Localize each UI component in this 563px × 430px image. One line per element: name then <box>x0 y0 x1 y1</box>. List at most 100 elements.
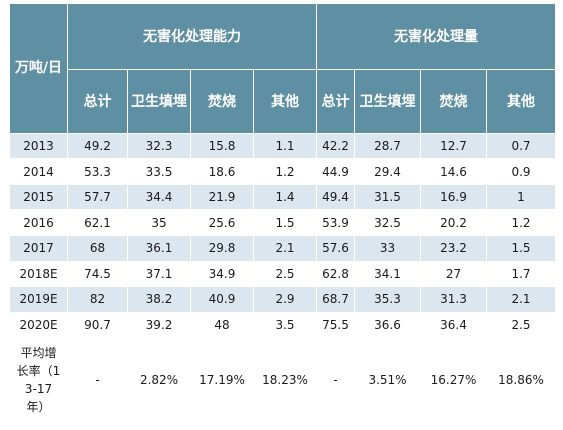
value-cell: 2.1 <box>253 234 317 262</box>
value-cell: 68.7 <box>316 286 355 313</box>
value-cell: 32.3 <box>127 132 191 160</box>
year-cell: 2020E <box>9 311 68 339</box>
year-cell: 2017 <box>9 234 68 262</box>
value-cell: 1.5 <box>486 234 556 262</box>
value-cell: 57.7 <box>67 183 128 211</box>
year-cell: 2014 <box>9 158 68 185</box>
average-growth-row: 平均增长率（13-17年） -2.82% 17.19% 18.23% -3.51% 16.… <box>9 337 556 423</box>
value-cell: 68 <box>67 234 128 262</box>
value-cell: 36.1 <box>127 234 191 262</box>
growth-rate-cell: 16.27% <box>420 337 487 423</box>
value-cell: 0.7 <box>486 132 556 160</box>
value-cell: 1.2 <box>486 209 556 236</box>
value-cell: 27 <box>420 260 487 288</box>
value-cell: 44.9 <box>316 158 355 185</box>
volume-group-header: 无害化处理量 <box>316 2 556 71</box>
table-row: 2019E 82 38.2 40.9 2.9 68.7 35.3 31.3 2.1 <box>9 286 556 313</box>
value-cell: 29.8 <box>190 234 254 262</box>
value-cell: 2.1 <box>486 286 556 313</box>
value-cell: 31.3 <box>420 286 487 313</box>
column-header: 其他 <box>253 69 317 134</box>
growth-rate-cell: 18.23% <box>253 337 317 423</box>
value-cell: 49.2 <box>67 132 128 160</box>
value-cell: 42.2 <box>316 132 355 160</box>
value-cell: 1.1 <box>253 132 317 160</box>
value-cell: 2.5 <box>253 260 317 288</box>
value-cell: 16.9 <box>420 183 487 211</box>
value-cell: 53.3 <box>67 158 128 185</box>
capacity-group-header: 无害化处理能力 <box>67 2 317 71</box>
value-cell: 23.2 <box>420 234 487 262</box>
value-cell: 39.2 <box>127 311 191 339</box>
year-cell: 2019E <box>9 286 68 313</box>
value-cell: 34.1 <box>354 260 421 288</box>
average-growth-label: 平均增长率（13-17年） <box>9 337 68 423</box>
value-cell: 21.9 <box>190 183 254 211</box>
column-header: 焚烧 <box>190 69 254 134</box>
value-cell: 75.5 <box>316 311 355 339</box>
value-cell: 82 <box>67 286 128 313</box>
column-header: 其他 <box>486 69 556 134</box>
growth-rate-cell: - <box>67 337 128 423</box>
table-row: 2018E 74.5 37.1 34.9 2.5 62.8 34.1 27 1.7 <box>9 260 556 288</box>
table-row: 2015 57.7 34.4 21.9 1.4 49.4 31.5 16.9 1 <box>9 183 556 211</box>
table-row: 2017 68 36.1 29.8 2.1 57.6 33 23.2 1.5 <box>9 234 556 262</box>
value-cell: 1.5 <box>253 209 317 236</box>
value-cell: 20.2 <box>420 209 487 236</box>
value-cell: 12.7 <box>420 132 487 160</box>
table-row: 2016 62.1 35 25.6 1.5 53.9 32.5 20.2 1.2 <box>9 209 556 236</box>
table-row: 2013 49.2 32.3 15.8 1.1 42.2 28.7 12.7 0.7 <box>9 132 556 160</box>
value-cell: 3.5 <box>253 311 317 339</box>
year-cell: 2013 <box>9 132 68 160</box>
growth-rate-cell: 17.19% <box>190 337 254 423</box>
value-cell: 40.9 <box>190 286 254 313</box>
value-cell: 36.6 <box>354 311 421 339</box>
growth-rate-cell: 18.86% <box>486 337 556 423</box>
value-cell: 62.1 <box>67 209 128 236</box>
growth-rate-cell: - <box>316 337 355 423</box>
value-cell: 1.4 <box>253 183 317 211</box>
value-cell: 90.7 <box>67 311 128 339</box>
value-cell: 28.7 <box>354 132 421 160</box>
value-cell: 37.1 <box>127 260 191 288</box>
table-row: 2014 53.3 33.5 18.6 1.2 44.9 29.4 14.6 0.9 <box>9 158 556 185</box>
value-cell: 35 <box>127 209 191 236</box>
value-cell: 1.7 <box>486 260 556 288</box>
value-cell: 57.6 <box>316 234 355 262</box>
value-cell: 29.4 <box>354 158 421 185</box>
column-header: 总计 <box>316 69 355 134</box>
value-cell: 49.4 <box>316 183 355 211</box>
value-cell: 34.4 <box>127 183 191 211</box>
value-cell: 74.5 <box>67 260 128 288</box>
waste-treatment-table: 万吨/日 无害化处理能力 无害化处理量 总计 卫生填埋 焚烧 其他 总计 卫生填… <box>9 2 556 423</box>
column-header: 总计 <box>67 69 128 134</box>
value-cell: 34.9 <box>190 260 254 288</box>
value-cell: 62.8 <box>316 260 355 288</box>
value-cell: 48 <box>190 311 254 339</box>
unit-corner-header: 万吨/日 <box>9 3 68 134</box>
value-cell: 36.4 <box>420 311 487 339</box>
table-row: 2020E 90.7 39.2 48 3.5 75.5 36.6 36.4 2.5 <box>9 311 556 339</box>
value-cell: 53.9 <box>316 209 355 236</box>
value-cell: 33 <box>354 234 421 262</box>
value-cell: 18.6 <box>190 158 254 185</box>
value-cell: 32.5 <box>354 209 421 236</box>
value-cell: 2.5 <box>486 311 556 339</box>
year-cell: 2015 <box>9 183 68 211</box>
column-header: 卫生填埋 <box>127 69 191 134</box>
value-cell: 14.6 <box>420 158 487 185</box>
value-cell: 38.2 <box>127 286 191 313</box>
column-header: 卫生填埋 <box>354 69 421 134</box>
year-cell: 2016 <box>9 209 68 236</box>
growth-rate-cell: 3.51% <box>354 337 421 423</box>
column-header: 焚烧 <box>420 69 487 134</box>
value-cell: 25.6 <box>190 209 254 236</box>
value-cell: 1.2 <box>253 158 317 185</box>
value-cell: 31.5 <box>354 183 421 211</box>
year-cell: 2018E <box>9 260 68 288</box>
value-cell: 35.3 <box>354 286 421 313</box>
value-cell: 15.8 <box>190 132 254 160</box>
value-cell: 1 <box>486 183 556 211</box>
value-cell: 0.9 <box>486 158 556 185</box>
value-cell: 2.9 <box>253 286 317 313</box>
